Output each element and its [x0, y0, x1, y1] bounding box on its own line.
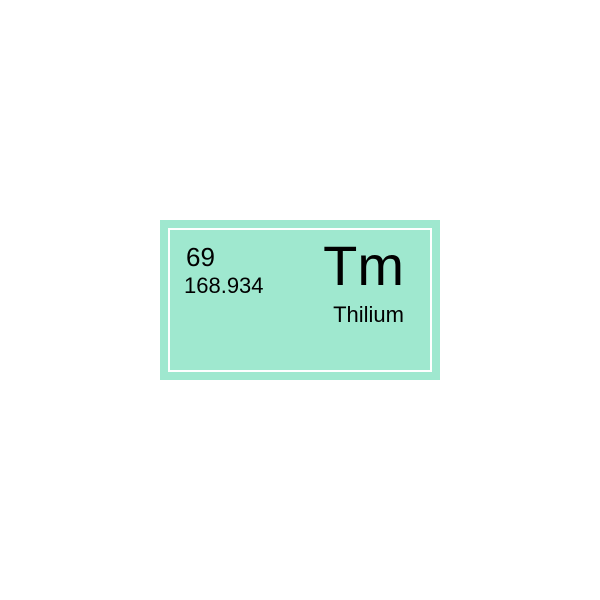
atomic-mass: 168.934	[184, 273, 264, 299]
element-name: Thilium	[333, 302, 404, 328]
element-symbol: Tm	[323, 238, 404, 294]
atomic-number: 69	[186, 242, 215, 273]
periodic-element-tile: 69 168.934 Tm Thilium	[160, 220, 440, 380]
